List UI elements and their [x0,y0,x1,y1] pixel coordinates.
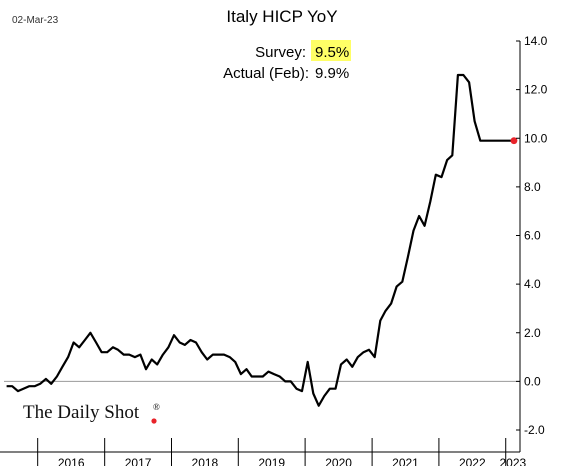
plot-area [4,73,520,407]
x-tick-label: 2016 [58,456,85,466]
x-axis: 2016 2017 2018 2019 2020 2021 2022 2023 [0,438,527,466]
survey-value: 9.5% [315,44,349,61]
latest-point-marker [510,137,518,145]
y-tick-label: -2.0 [524,423,545,437]
x-tick-label: 2023 [500,456,527,466]
y-tick-label: 4.0 [524,277,541,291]
survey-label: Survey: [255,44,306,61]
actual-value: 9.9% [315,65,349,82]
logo-dot [151,418,157,424]
logo-registered-mark: ® [153,402,160,412]
survey-highlight [311,40,351,61]
x-tick-label: 2017 [125,456,152,466]
y-tick-label: 12.0 [524,83,548,97]
actual-label: Actual (Feb): [223,65,309,82]
y-tick-label: 8.0 [524,180,541,194]
chart-title: Italy HICP YoY [226,7,337,26]
y-axis: -2.0 0.0 2.0 4.0 6.0 8.0 10.0 12.0 14.0 [516,34,548,452]
x-tick-label: 2022 [459,456,486,466]
y-tick-label: 14.0 [524,34,548,48]
series-line [6,73,514,407]
chart-date: 02-Mar-23 [12,15,59,26]
x-tick-label: 2018 [192,456,219,466]
x-tick-label: 2019 [258,456,285,466]
y-tick-label: 10.0 [524,131,548,145]
x-tick-label: 2020 [325,456,352,466]
y-tick-label: 0.0 [524,374,541,388]
logo-text: The Daily Shot [23,402,140,423]
x-tick-label: 2021 [392,456,419,466]
daily-shot-logo: The Daily Shot ® [23,402,160,424]
annotation-box: Survey: 9.5% Actual (Feb): 9.9% [223,40,351,82]
y-tick-label: 6.0 [524,229,541,243]
y-tick-label: 2.0 [524,326,541,340]
